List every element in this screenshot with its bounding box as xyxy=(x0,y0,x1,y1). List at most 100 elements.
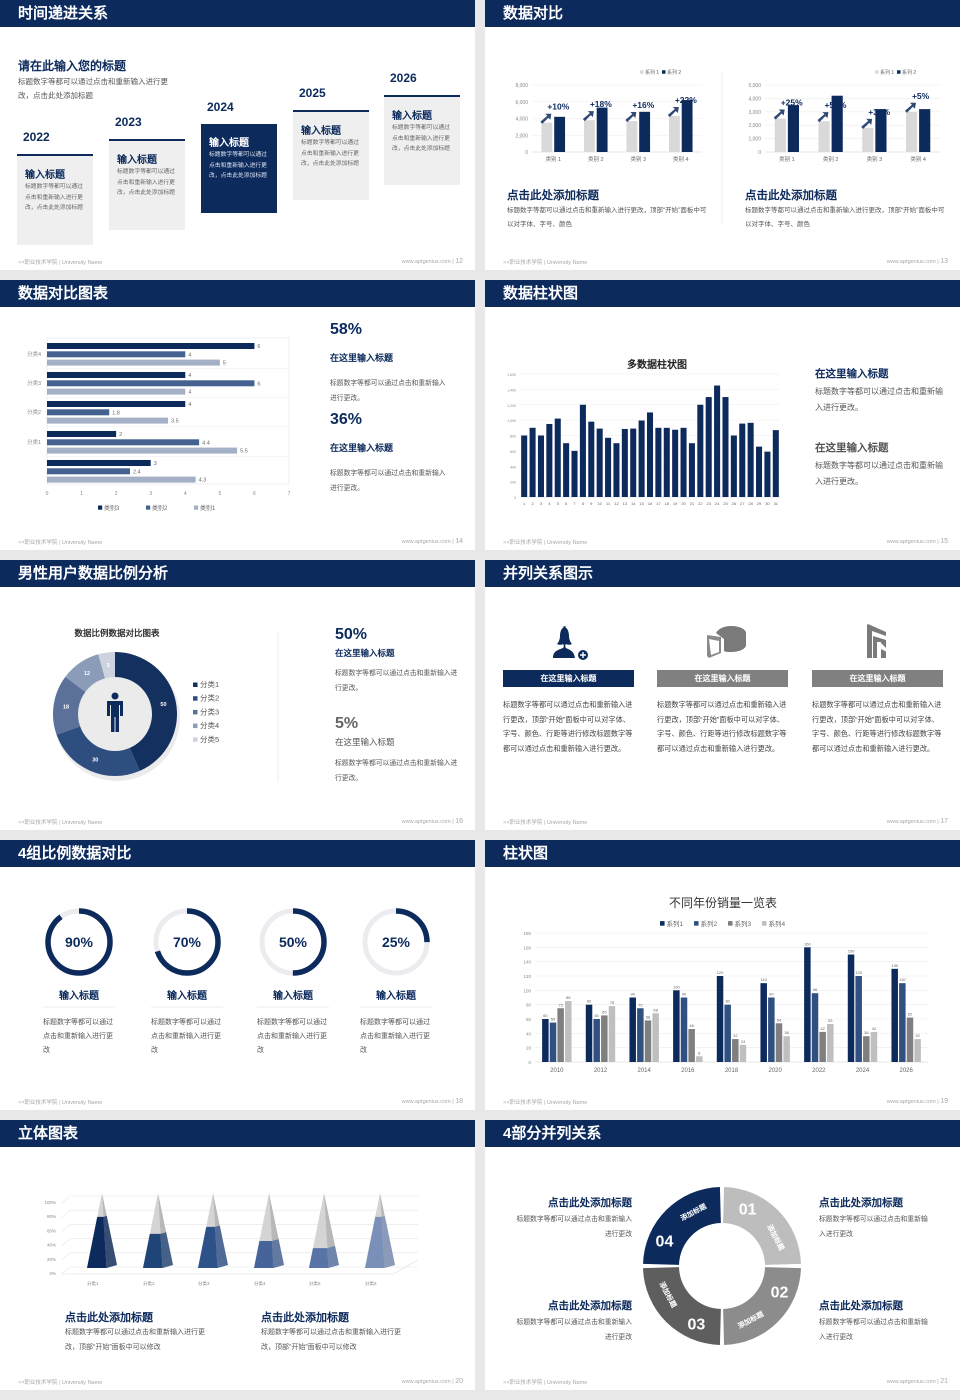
bar-series-29 xyxy=(756,446,763,497)
footer-right: www.aptgenius.com | 17 xyxy=(887,818,948,825)
bar-类别1-分类3 xyxy=(47,388,186,395)
y-tick-label: 600 xyxy=(510,450,516,454)
segment-number: 03 xyxy=(687,1317,705,1334)
bar-series-24 xyxy=(714,385,721,497)
x-tick-label: 1 xyxy=(523,501,526,506)
y-tick-label: 40% xyxy=(47,1243,56,1248)
step-line xyxy=(293,110,369,112)
footer-school: ××职业技术学院 | University Name xyxy=(18,820,103,826)
x-tick-label: 类别 2 xyxy=(823,155,839,163)
bar-类别3-分类3 xyxy=(47,372,186,378)
y-tick-label: 120 xyxy=(523,974,531,979)
legend-swatch xyxy=(875,70,879,74)
step-text: 标题数字等都可以通过点击和重新输入进行更改，点击此处添加标题 xyxy=(301,140,359,167)
x-tick-label: 0 xyxy=(46,491,49,497)
timeline-step-card[interactable]: 输入标题 标题数字等都可以通过点击和重新输入进行更改，点击此处添加标题 xyxy=(109,141,185,230)
slide-17: 并列关系图示 ××职业技术学院 | University Name www.aptg… xyxy=(485,560,960,830)
x-tick-label: 类别 1 xyxy=(545,155,561,163)
footer-right: www.aptgenius.com | 19 xyxy=(887,1098,948,1105)
growth-arrow-icon xyxy=(540,113,552,124)
bar-系列 2-类别 4 xyxy=(681,100,693,152)
timeline-heading: 请在此输入您的标题 xyxy=(18,59,127,73)
segment-03[interactable] xyxy=(643,1267,721,1345)
timeline-step-card[interactable]: 输入标题 标题数字等都可以通过点击和重新输入进行更改，点击此处添加标题 xyxy=(17,156,93,245)
bar-value-label: 60 xyxy=(594,1013,599,1018)
step-year: 2024 xyxy=(207,100,234,114)
bar-系列 2-类别 1 xyxy=(787,105,800,152)
y-tick-label: 4,000 xyxy=(748,96,761,102)
legend-swatch xyxy=(662,70,666,74)
slide-header: 立体图表 xyxy=(0,1120,475,1147)
timeline-step-card[interactable]: 输入标题 标题数字等都可以通过点击和重新输入进行更改，点击此处添加标题 xyxy=(384,97,460,185)
page-number: 15 xyxy=(940,538,948,545)
segment-04[interactable] xyxy=(643,1187,721,1265)
page-number: 17 xyxy=(940,818,948,825)
timeline-step-card[interactable]: 输入标题 标题数字等都可以通过点击和重新输入进行更改，点击此处添加标题 xyxy=(201,124,277,213)
pyramid-分类4 xyxy=(254,1241,274,1268)
legend-label: 系列1 xyxy=(667,919,684,928)
item-title-bar[interactable]: 在这里输入标题 xyxy=(812,670,943,687)
segment-01[interactable] xyxy=(723,1187,801,1265)
y-tick-label: 400 xyxy=(510,465,516,469)
bar-系列4-2024 xyxy=(870,1031,878,1062)
step-title: 输入标题 xyxy=(209,138,249,149)
x-tick-label: 23 xyxy=(706,501,711,506)
pyramid-分类6 xyxy=(365,1216,385,1268)
slide-graphics: 0% 20% 40% 60% 80% 100% 分类1 分类2 分类3 分类4 分类5 分类6 xyxy=(44,1193,419,1287)
bar-value-label: 54 xyxy=(777,1017,782,1022)
slice-value-label: 30 xyxy=(92,757,98,763)
footer-sep: | xyxy=(935,1099,941,1105)
block-text: 标题数字等都可以通过点击和重新输入进行更改 xyxy=(819,1319,928,1341)
bar-类别2-分类2 xyxy=(47,409,110,416)
x-tick-label: 9 xyxy=(590,501,593,506)
x-tick-label: 2014 xyxy=(637,1068,651,1074)
bar-value-label: 58 xyxy=(646,1014,651,1019)
page-number: 20 xyxy=(455,1378,463,1385)
footer-school: ××职业技术学院 | University Name xyxy=(18,1100,103,1106)
x-tick-label: 12 xyxy=(614,501,619,506)
progress-ring-fill xyxy=(45,908,113,976)
pyramid-side xyxy=(215,1225,228,1268)
x-tick-label: 类别 4 xyxy=(673,155,689,163)
slide-title: 立体图表 xyxy=(18,1125,79,1142)
footer-school: ××职业技术学院 | University Name xyxy=(18,540,103,546)
y-tick-label: 40 xyxy=(526,1031,532,1036)
y-tick-label: 180 xyxy=(523,931,531,936)
bar-series-19 xyxy=(672,429,679,497)
step-line xyxy=(384,95,460,97)
page-number: 16 xyxy=(455,818,463,825)
item-title-bar[interactable]: 在这里输入标题 xyxy=(657,670,788,687)
x-tick-label: 类别 3 xyxy=(867,155,883,163)
bar-系列 1-类别 2 xyxy=(818,121,830,152)
bar-series-27 xyxy=(739,423,746,497)
page-number: 14 xyxy=(455,538,463,545)
bar-系列2-2024 xyxy=(855,976,862,1062)
growth-arrow-icon xyxy=(904,102,916,113)
slide-title: 数据柱状图 xyxy=(503,285,579,302)
y-tick-label: 0 xyxy=(758,150,761,156)
item-title-bar[interactable]: 在这里输入标题 xyxy=(503,670,634,687)
bar-系列2-2026 xyxy=(899,983,906,1062)
bar-系列3-2020 xyxy=(775,1023,783,1062)
bar-series-5 xyxy=(554,418,561,497)
gridline xyxy=(61,1252,418,1261)
bar-系列1-2012 xyxy=(585,1004,593,1062)
bar-系列 1-类别 4 xyxy=(668,115,680,152)
bar-类别3-分类4 xyxy=(47,343,255,349)
footer-right: www.aptgenius.com | 16 xyxy=(402,818,463,825)
growth-label: +5% xyxy=(912,91,930,101)
stat-title: 在这里输入标题 xyxy=(335,737,395,747)
x-tick-label: 5 xyxy=(557,501,560,506)
bar-value-label: 62 xyxy=(908,1012,913,1017)
footer-right: www.aptgenius.com | 15 xyxy=(887,538,948,545)
segment-02[interactable] xyxy=(723,1267,801,1345)
building-icon xyxy=(867,624,887,658)
x-tick-label: 24 xyxy=(715,501,720,506)
bar-series-20 xyxy=(680,427,687,497)
growth-label: +18% xyxy=(590,99,612,109)
footer-sep: | xyxy=(450,1379,456,1385)
bar-系列4-2026 xyxy=(914,1039,921,1062)
x-tick-label: 2010 xyxy=(550,1068,564,1074)
timeline-step-card[interactable]: 输入标题 标题数字等都可以通过点击和重新输入进行更改，点击此处添加标题 xyxy=(293,112,369,200)
